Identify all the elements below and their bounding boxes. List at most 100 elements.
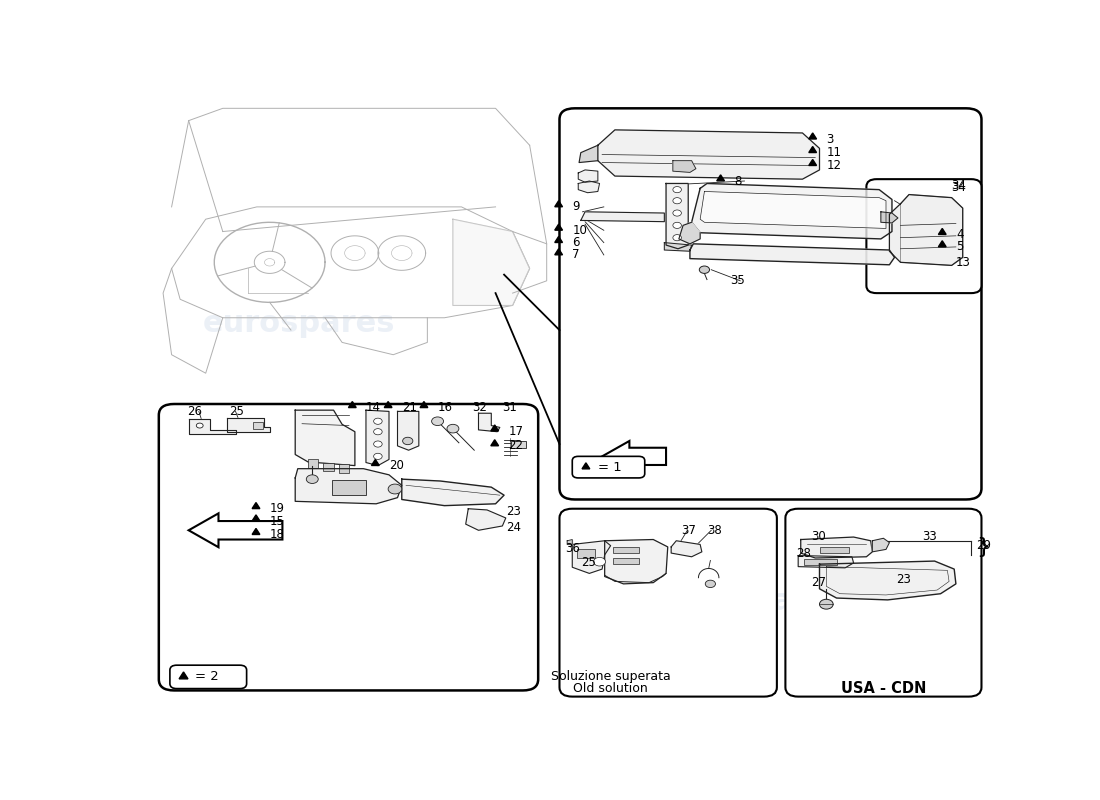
Circle shape (705, 580, 715, 587)
Text: 8: 8 (735, 174, 741, 187)
Text: 16: 16 (438, 401, 452, 414)
Polygon shape (799, 555, 854, 568)
Text: 14: 14 (366, 401, 381, 414)
Polygon shape (598, 130, 820, 179)
Polygon shape (938, 229, 946, 234)
Text: 23: 23 (896, 573, 911, 586)
Polygon shape (554, 249, 562, 255)
Text: eurospares: eurospares (654, 310, 847, 338)
Polygon shape (568, 539, 572, 545)
Text: 37: 37 (681, 524, 696, 537)
Text: 31: 31 (503, 401, 517, 414)
Text: 20: 20 (389, 459, 404, 472)
Text: eurospares: eurospares (654, 586, 847, 616)
Circle shape (374, 454, 382, 459)
Text: 17: 17 (508, 425, 524, 438)
Text: 27: 27 (811, 576, 826, 589)
Bar (613, 558, 639, 564)
Circle shape (431, 417, 443, 426)
Circle shape (374, 418, 382, 424)
Polygon shape (579, 146, 598, 162)
Polygon shape (700, 191, 886, 229)
Circle shape (673, 186, 681, 193)
Polygon shape (717, 175, 725, 181)
Circle shape (700, 266, 710, 274)
Circle shape (594, 558, 605, 566)
Text: 25: 25 (581, 557, 596, 570)
Text: 18: 18 (270, 528, 285, 541)
Polygon shape (189, 419, 235, 434)
FancyArrow shape (189, 514, 283, 547)
Polygon shape (491, 440, 498, 446)
Bar (339, 464, 349, 473)
FancyBboxPatch shape (560, 108, 981, 499)
FancyBboxPatch shape (572, 456, 645, 478)
Bar (613, 547, 639, 553)
Polygon shape (295, 410, 355, 466)
Polygon shape (801, 537, 872, 558)
Polygon shape (690, 244, 894, 265)
Polygon shape (554, 224, 562, 230)
Bar (576, 550, 595, 558)
Text: 29: 29 (977, 539, 991, 552)
Polygon shape (252, 515, 260, 521)
Text: 26: 26 (187, 405, 202, 418)
FancyBboxPatch shape (785, 509, 981, 697)
Text: 4: 4 (956, 228, 964, 241)
Polygon shape (666, 183, 689, 249)
FancyBboxPatch shape (560, 509, 777, 697)
Polygon shape (890, 194, 962, 266)
Circle shape (388, 484, 401, 494)
Text: 23: 23 (506, 506, 520, 518)
Text: USA - CDN: USA - CDN (840, 681, 926, 696)
Text: Soluzione superata: Soluzione superata (551, 670, 671, 683)
Text: 22: 22 (508, 439, 524, 452)
Circle shape (820, 599, 833, 609)
Text: 28: 28 (795, 546, 811, 559)
Circle shape (374, 441, 382, 447)
Text: = 2: = 2 (196, 670, 219, 683)
Polygon shape (491, 425, 498, 431)
Text: 33: 33 (922, 530, 936, 543)
Circle shape (403, 438, 412, 445)
Text: 19: 19 (270, 502, 285, 515)
Polygon shape (478, 414, 499, 432)
Bar (332, 480, 366, 495)
Text: 5: 5 (956, 241, 964, 254)
Bar (308, 459, 318, 468)
Polygon shape (582, 463, 590, 469)
Polygon shape (554, 201, 562, 206)
Polygon shape (808, 133, 816, 139)
Text: 36: 36 (565, 542, 581, 555)
Polygon shape (179, 672, 188, 679)
Polygon shape (572, 541, 610, 574)
Text: 21: 21 (402, 401, 417, 414)
Bar (253, 422, 263, 429)
Polygon shape (605, 539, 668, 584)
Polygon shape (397, 411, 419, 450)
Text: 38: 38 (707, 524, 722, 537)
Text: 24: 24 (506, 521, 520, 534)
Text: eurospares: eurospares (204, 310, 396, 338)
Text: 32: 32 (472, 401, 486, 414)
Polygon shape (372, 459, 379, 466)
Polygon shape (808, 146, 816, 153)
Text: = 1: = 1 (598, 461, 622, 474)
Polygon shape (420, 402, 428, 407)
FancyBboxPatch shape (169, 665, 246, 689)
Text: 3: 3 (826, 133, 834, 146)
Text: 30: 30 (811, 530, 826, 543)
Polygon shape (402, 479, 504, 506)
Text: 34: 34 (952, 179, 967, 192)
Text: eurospares: eurospares (204, 586, 396, 616)
Polygon shape (664, 242, 692, 251)
Text: 7: 7 (572, 249, 580, 262)
Text: 34: 34 (952, 181, 967, 194)
Circle shape (673, 222, 681, 229)
Polygon shape (252, 502, 260, 509)
Bar (510, 441, 526, 448)
Polygon shape (692, 183, 892, 239)
Polygon shape (808, 159, 816, 166)
Text: 25: 25 (230, 405, 244, 418)
FancyBboxPatch shape (867, 179, 981, 293)
